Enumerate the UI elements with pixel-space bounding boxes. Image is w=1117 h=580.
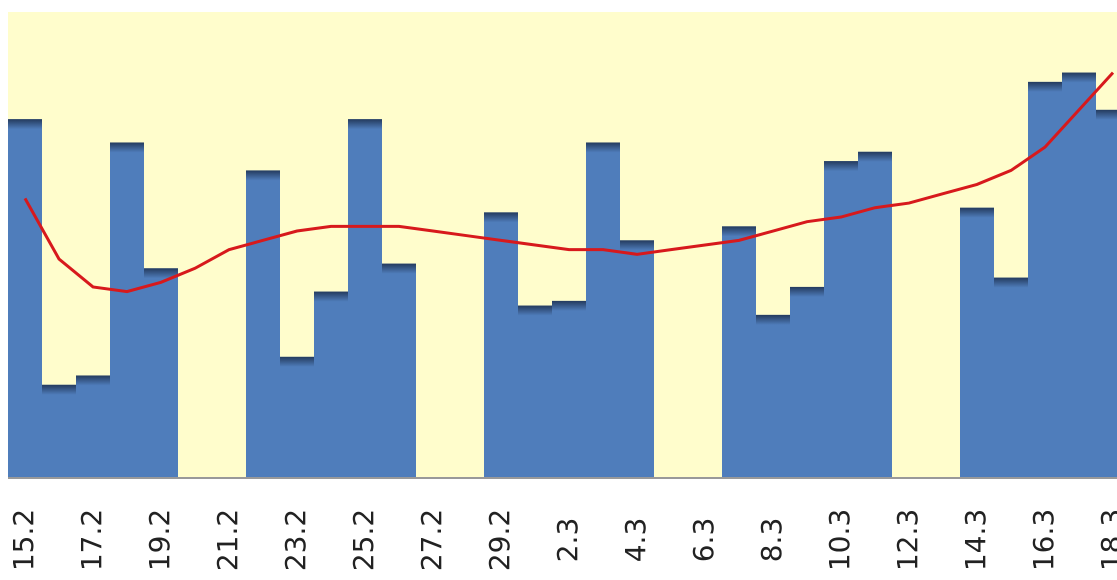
- x-tick-label: 16.3: [1027, 509, 1060, 571]
- bar-shade: [1062, 72, 1096, 83]
- bar: [382, 263, 416, 478]
- x-tick-label: 18.3: [1095, 509, 1117, 571]
- bar-shade: [756, 314, 790, 325]
- x-tick-label: 15.2: [7, 509, 40, 571]
- bar-shade: [1028, 81, 1062, 92]
- bar-shade: [824, 161, 858, 172]
- x-tick-label: 2.3: [551, 518, 584, 563]
- bar: [348, 119, 382, 479]
- bar: [314, 291, 348, 478]
- bar: [756, 314, 790, 478]
- x-tick-label: 4.3: [619, 518, 652, 563]
- bar-shade: [994, 277, 1028, 288]
- bar: [790, 286, 824, 478]
- bar-shade: [960, 207, 994, 218]
- bar: [824, 161, 858, 478]
- bar: [1028, 81, 1062, 479]
- x-tick-label: 6.3: [687, 518, 720, 563]
- bar-shade: [280, 356, 314, 367]
- bar-shade: [42, 384, 76, 395]
- bar-shade: [858, 151, 892, 162]
- bar-shade: [1096, 109, 1117, 120]
- bar: [8, 119, 42, 479]
- x-tick-label: 12.3: [891, 509, 924, 571]
- bar: [1062, 72, 1096, 478]
- bar-shade: [348, 119, 382, 130]
- bar: [144, 268, 178, 478]
- bar-shade: [586, 142, 620, 153]
- bar-shade: [620, 240, 654, 251]
- bar: [1096, 109, 1117, 479]
- bar: [620, 240, 654, 478]
- x-tick-label: 19.2: [143, 509, 176, 571]
- bar: [484, 212, 518, 478]
- bar: [518, 305, 552, 478]
- x-tick-label: 25.2: [347, 509, 380, 571]
- x-tick-label: 8.3: [755, 518, 788, 563]
- x-tick-label: 23.2: [279, 509, 312, 571]
- x-tick-label: 21.2: [211, 509, 244, 571]
- bar: [110, 142, 144, 479]
- x-tick-label: 29.2: [483, 509, 516, 571]
- bar-shade: [314, 291, 348, 302]
- x-tick-label: 10.3: [823, 509, 856, 571]
- bar-shade: [144, 268, 178, 279]
- bar-shade: [382, 263, 416, 274]
- bar: [858, 151, 892, 479]
- bar-shade: [8, 119, 42, 130]
- bar-shade: [790, 286, 824, 297]
- bar-shade: [552, 300, 586, 311]
- bar: [994, 277, 1028, 478]
- bar: [552, 300, 586, 478]
- x-tick-label: 14.3: [959, 509, 992, 571]
- bar-shade: [110, 142, 144, 153]
- x-tick-label: 27.2: [415, 509, 448, 571]
- bar: [722, 226, 756, 478]
- trendline: [23, 71, 1115, 294]
- bar: [246, 170, 280, 478]
- bar: [280, 356, 314, 478]
- x-tick-label: 17.2: [75, 509, 108, 571]
- bar-shade: [246, 170, 280, 181]
- bar-shade: [722, 226, 756, 237]
- bar-shade: [518, 305, 552, 316]
- bar: [42, 384, 76, 478]
- bar: [586, 142, 620, 479]
- bar: [960, 207, 994, 478]
- bar-shade: [76, 375, 110, 386]
- bar-shade: [484, 212, 518, 223]
- bar: [76, 375, 110, 478]
